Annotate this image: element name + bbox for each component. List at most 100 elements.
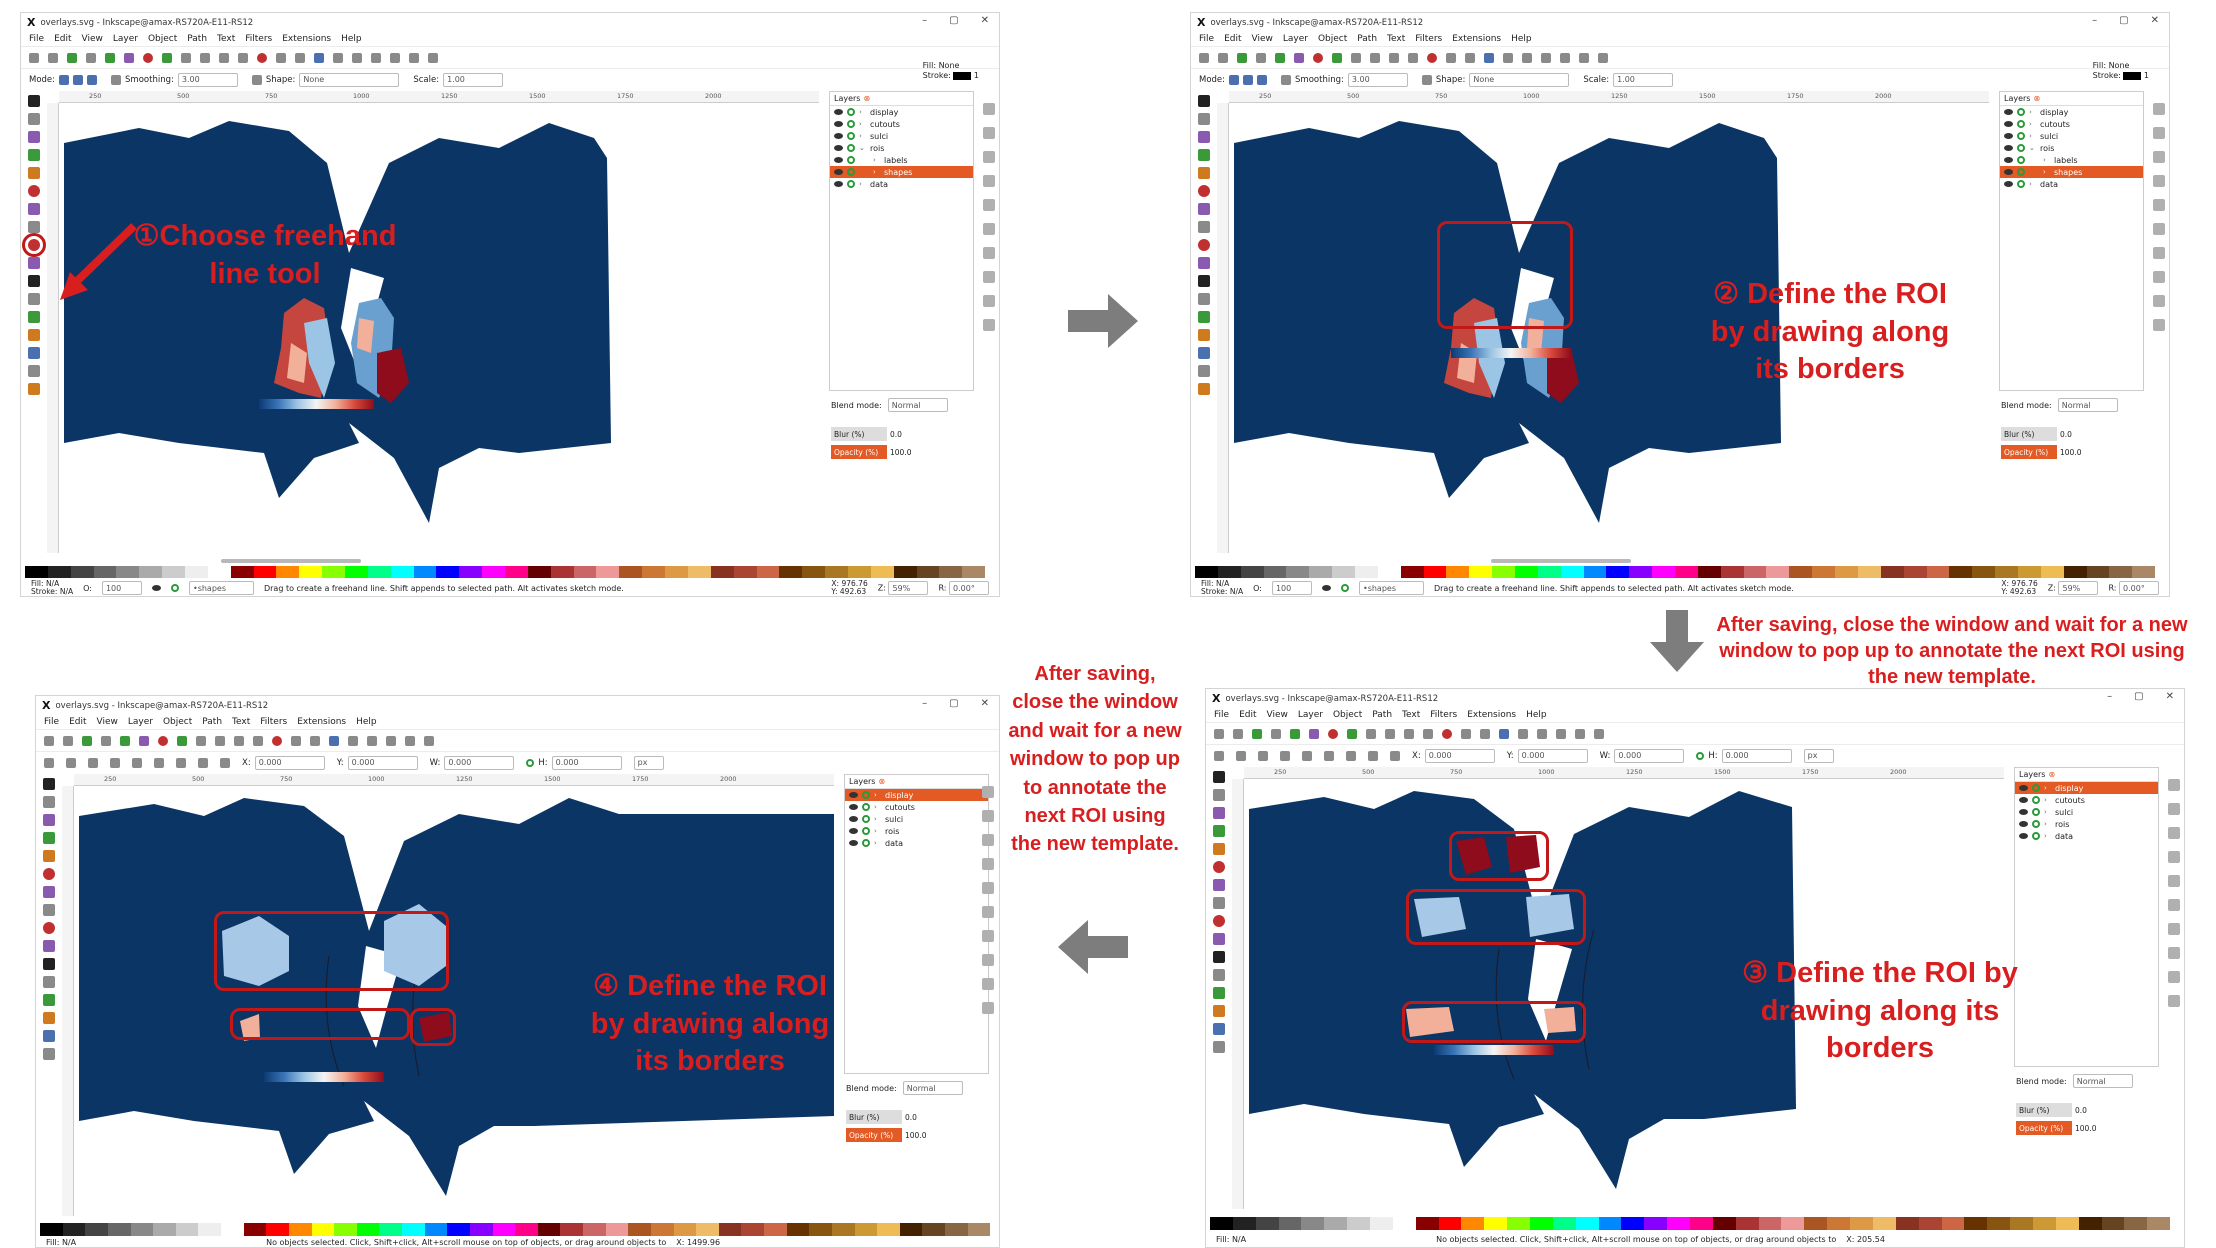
palette-swatch[interactable] [1492, 566, 1516, 579]
xml-editor-icon[interactable] [1541, 52, 1551, 63]
rect-tool-icon[interactable] [43, 814, 55, 826]
palette-swatch[interactable] [390, 566, 414, 579]
group-icon[interactable] [1461, 728, 1471, 739]
lock-icon[interactable] [847, 180, 855, 188]
save-icon[interactable] [1252, 728, 1262, 739]
color-palette[interactable] [40, 1223, 991, 1236]
text-tool-icon[interactable] [28, 275, 40, 287]
menu-extensions[interactable]: Extensions [297, 717, 347, 727]
lock-icon[interactable] [2017, 120, 2025, 128]
palette-swatch[interactable] [650, 1223, 674, 1236]
snap-midpoint-icon[interactable] [982, 882, 994, 894]
layer-row-cutouts[interactable]: › cutouts [2000, 118, 2143, 130]
preferences-icon[interactable] [1579, 52, 1589, 63]
zoom-input[interactable]: 59% [888, 581, 929, 595]
eye-icon[interactable] [2004, 181, 2013, 187]
chevron-right-icon[interactable]: › [874, 827, 877, 835]
y-input[interactable]: 0.000 [347, 755, 418, 770]
menu-path[interactable]: Path [1372, 710, 1393, 720]
text-tool-icon[interactable] [1213, 951, 1225, 963]
snap-page-icon[interactable] [2168, 923, 2180, 935]
close-icon[interactable]: ✕ [980, 698, 989, 709]
palette-swatch[interactable] [1812, 566, 1836, 579]
select-all-icon[interactable] [44, 757, 54, 768]
lock-icon[interactable] [862, 803, 870, 811]
menu-filters[interactable]: Filters [260, 717, 288, 727]
palette-swatch[interactable] [718, 1223, 742, 1236]
rotate-ccw-icon[interactable] [1280, 750, 1290, 761]
chevron-right-icon[interactable]: › [859, 120, 862, 128]
palette-swatch[interactable] [288, 1223, 312, 1236]
palette-swatch[interactable] [107, 1223, 131, 1236]
menu-object[interactable]: Object [162, 717, 193, 727]
layer-row-rois[interactable]: ⌄ rois [830, 142, 973, 154]
palette-swatch[interactable] [1255, 1217, 1279, 1230]
maximize-icon[interactable]: ▢ [2134, 691, 2144, 702]
zoom-tool-icon[interactable] [1213, 1041, 1225, 1053]
palette-swatch[interactable] [1835, 566, 1858, 579]
paste-icon[interactable] [215, 735, 225, 746]
palette-swatch[interactable] [1210, 1217, 1233, 1230]
menu-layer[interactable]: Layer [112, 34, 138, 44]
palette-swatch[interactable] [1263, 566, 1287, 579]
menu-object[interactable]: Object [147, 34, 178, 44]
layer-row-display[interactable]: › display [2000, 106, 2143, 118]
rotate-ccw-icon[interactable] [110, 757, 120, 768]
eye-icon[interactable] [849, 816, 858, 822]
3dbox-tool-icon[interactable] [28, 185, 40, 197]
chevron-down-icon[interactable]: ⌄ [2029, 144, 2035, 152]
chevron-right-icon[interactable]: › [859, 132, 862, 140]
palette-swatch[interactable] [877, 1223, 900, 1236]
palette-swatch[interactable] [2040, 566, 2064, 579]
opacity-row[interactable]: Opacity (%) 100.0 [846, 1128, 932, 1142]
lock-icon[interactable] [847, 108, 855, 116]
palette-swatch[interactable] [1606, 566, 1630, 579]
palette-swatch[interactable] [550, 566, 574, 579]
import-icon[interactable] [120, 735, 130, 746]
menu-help[interactable]: Help [341, 34, 362, 44]
palette-swatch[interactable] [1377, 566, 1401, 579]
palette-swatch[interactable] [1392, 1217, 1416, 1230]
close-tab-icon[interactable]: ⊗ [2048, 770, 2056, 779]
lock-icon[interactable] [862, 827, 870, 835]
layer-row-shapes[interactable]: › shapes [830, 166, 973, 178]
mesh-tool-icon[interactable] [1198, 347, 1210, 359]
layer-row-labels[interactable]: › labels [2000, 154, 2143, 166]
palette-swatch[interactable] [62, 1223, 86, 1236]
menu-view[interactable]: View [1266, 710, 1288, 720]
palette-swatch[interactable] [47, 566, 71, 579]
horizontal-scrollbar[interactable] [221, 559, 361, 563]
menu-text[interactable]: Text [232, 717, 251, 727]
unlink-clone-icon[interactable] [272, 735, 282, 746]
eye-icon[interactable] [849, 828, 858, 834]
snap-center-icon[interactable] [2168, 899, 2180, 911]
palette-swatch[interactable] [482, 566, 506, 579]
lock-icon[interactable] [847, 156, 855, 164]
align-icon[interactable] [405, 735, 415, 746]
palette-swatch[interactable] [945, 1223, 968, 1236]
snap-guide-icon[interactable] [2153, 295, 2165, 307]
text-font-icon[interactable] [1518, 728, 1528, 739]
palette-swatch[interactable] [1461, 1217, 1485, 1230]
palette-swatch[interactable] [619, 566, 643, 579]
palette-swatch[interactable] [505, 566, 528, 579]
close-icon[interactable]: ✕ [2150, 15, 2159, 26]
lock-icon[interactable] [847, 144, 855, 152]
node-tool-icon[interactable] [1198, 113, 1210, 125]
copy-icon[interactable] [1351, 52, 1361, 63]
duplicate-icon[interactable] [1404, 728, 1414, 739]
group-icon[interactable] [291, 735, 301, 746]
selector-tool-icon[interactable] [1213, 771, 1225, 783]
palette-swatch[interactable] [2147, 1217, 2171, 1230]
palette-swatch[interactable] [1880, 566, 1904, 579]
undo-icon[interactable] [158, 735, 168, 746]
unlink-clone-icon[interactable] [257, 52, 267, 63]
mode-bspline-icon[interactable] [1257, 74, 1268, 85]
eye-icon[interactable] [2019, 809, 2028, 815]
unlink-clone-icon[interactable] [1427, 52, 1437, 63]
palette-swatch[interactable] [379, 1223, 402, 1236]
palette-swatch[interactable] [1743, 566, 1767, 579]
close-tab-icon[interactable]: ⊗ [863, 94, 871, 103]
maximize-icon[interactable]: ▢ [949, 698, 959, 709]
lower-icon[interactable] [220, 757, 230, 768]
